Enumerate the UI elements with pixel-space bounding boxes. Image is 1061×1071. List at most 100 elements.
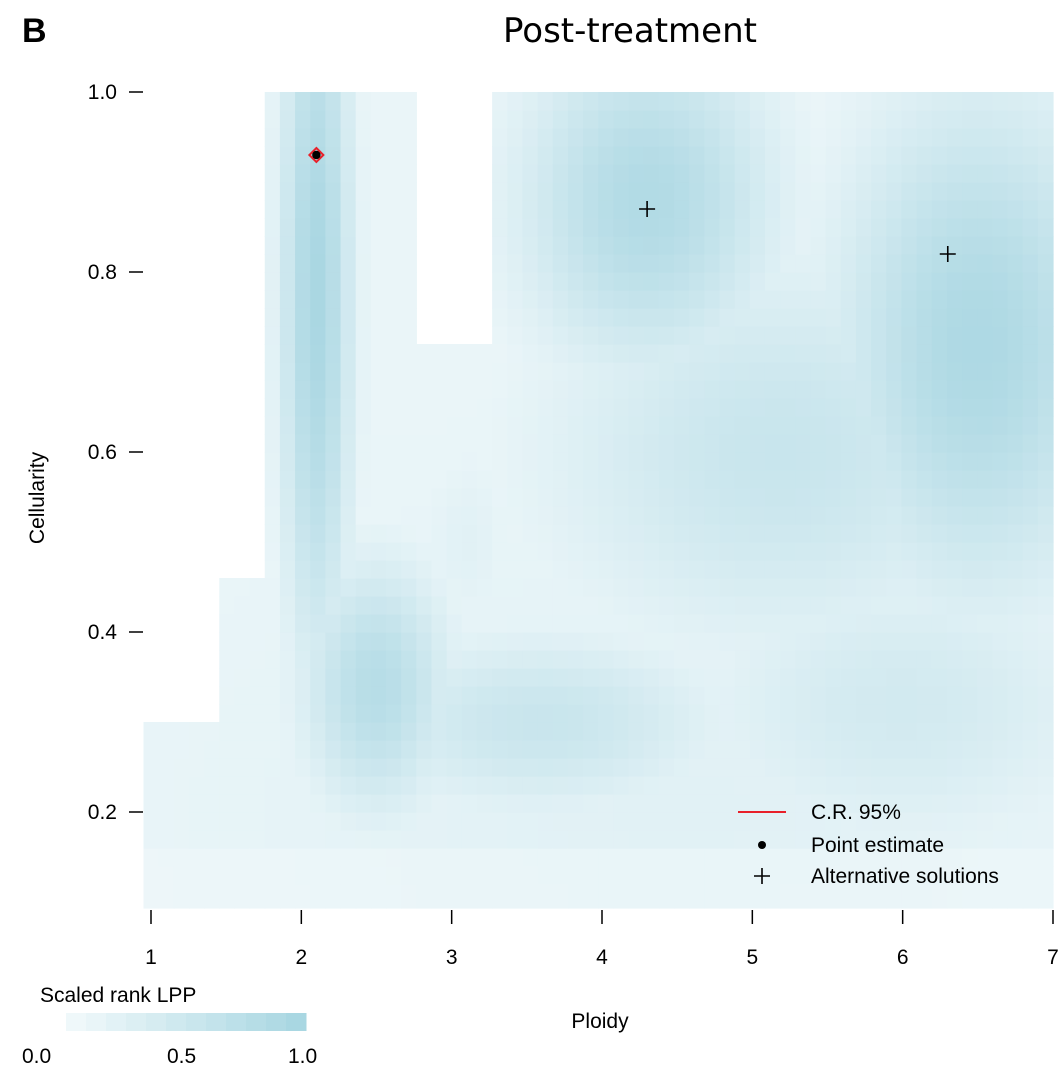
heatmap-cell [446, 362, 463, 381]
heatmap-cell [355, 812, 372, 831]
heatmap-cell [552, 164, 569, 183]
heatmap-cell [992, 218, 1009, 237]
heatmap-cell [310, 812, 326, 831]
heatmap-cell [552, 290, 569, 309]
heatmap-cell [340, 812, 357, 831]
heatmap-cell [658, 218, 675, 237]
heatmap-cell [583, 650, 599, 669]
heatmap-cell [855, 254, 872, 273]
heatmap-cell [567, 758, 584, 777]
heatmap-cell [628, 884, 645, 909]
heatmap-cell [674, 398, 690, 417]
colorbar-cell [286, 1013, 307, 1031]
heatmap-cell [962, 542, 978, 561]
heatmap-cell [916, 200, 933, 219]
heatmap-cell [173, 740, 190, 759]
heatmap-cell [264, 884, 281, 909]
heatmap-cell [416, 866, 433, 885]
heatmap-cell [689, 668, 705, 687]
heatmap-cell [295, 254, 311, 273]
heatmap-cell [628, 812, 645, 831]
heatmap-cell [719, 380, 736, 399]
heatmap-cell [992, 776, 1009, 795]
heatmap-cell [810, 92, 827, 111]
heatmap-cell [704, 704, 721, 723]
heatmap-cell [537, 146, 554, 165]
heatmap-cell [476, 830, 493, 849]
heatmap-cell [507, 668, 524, 687]
heatmap-cell [158, 794, 175, 813]
heatmap-cell [855, 164, 872, 183]
heatmap-cell [461, 596, 478, 615]
heatmap-cell [537, 704, 554, 723]
heatmap-cell [416, 668, 433, 687]
heatmap-cell [446, 434, 463, 453]
heatmap-cell [992, 254, 1009, 273]
heatmap-cell [780, 758, 796, 777]
heatmap-cell [628, 128, 645, 147]
heatmap-cell [476, 776, 493, 795]
heatmap-cell [507, 380, 524, 399]
heatmap-cell [764, 614, 781, 633]
heatmap-cell [401, 866, 417, 885]
heatmap-cell [962, 866, 978, 885]
heatmap-cell [1022, 866, 1039, 885]
heatmap-cell [1022, 272, 1039, 291]
heatmap-cell [295, 704, 311, 723]
heatmap-cell [628, 452, 645, 471]
heatmap-cell [916, 308, 933, 327]
heatmap-cell [613, 92, 630, 111]
heatmap-cell [825, 758, 842, 777]
heatmap-cell [916, 164, 933, 183]
heatmap-cell [946, 416, 963, 435]
heatmap-cell [689, 470, 705, 489]
heatmap-cell [643, 182, 660, 201]
colorbar-cell [186, 1013, 207, 1031]
heatmap-cell [795, 596, 812, 615]
heatmap-cell [431, 794, 448, 813]
heatmap-cell [946, 704, 963, 723]
heatmap-cell [704, 830, 721, 849]
heatmap-cell [613, 398, 630, 417]
heatmap-cell [719, 686, 736, 705]
heatmap-cell [901, 686, 918, 705]
heatmap-cell [279, 488, 296, 507]
heatmap-cell [962, 362, 978, 381]
heatmap-cell [962, 344, 978, 363]
heatmap-cell [370, 362, 387, 381]
heatmap-cell [901, 524, 918, 543]
heatmap-cell [613, 380, 630, 399]
heatmap-cell [901, 128, 918, 147]
heatmap-cell [583, 668, 599, 687]
heatmap-cell [689, 146, 705, 165]
heatmap-cell [386, 650, 402, 669]
heatmap-cell [476, 578, 493, 597]
heatmap-cell [734, 866, 751, 885]
heatmap-cell [537, 128, 554, 147]
heatmap-cell [901, 254, 918, 273]
heatmap-cell [355, 416, 372, 435]
heatmap-cell [886, 92, 903, 111]
heatmap-cell [643, 326, 660, 345]
heatmap-cell [689, 362, 705, 381]
heatmap-cell [355, 542, 372, 561]
heatmap-cell [749, 686, 766, 705]
heatmap-cell [1007, 776, 1024, 795]
heatmap-cell [704, 506, 721, 525]
heatmap-cell [628, 614, 645, 633]
heatmap-cell [810, 218, 827, 237]
heatmap-cell [643, 146, 660, 165]
heatmap-cell [749, 668, 766, 687]
heatmap-cell [871, 416, 887, 435]
heatmap-cell [1022, 830, 1039, 849]
heatmap-cell [628, 830, 645, 849]
heatmap-cell [325, 146, 342, 165]
heatmap-cell [734, 362, 751, 381]
heatmap-cell [613, 812, 630, 831]
heatmap-cell [886, 614, 903, 633]
heatmap-cell [492, 866, 508, 885]
heatmap-cell [1022, 614, 1039, 633]
heatmap-cell [719, 776, 736, 795]
heatmap-cell [689, 758, 705, 777]
heatmap-cell [855, 506, 872, 525]
